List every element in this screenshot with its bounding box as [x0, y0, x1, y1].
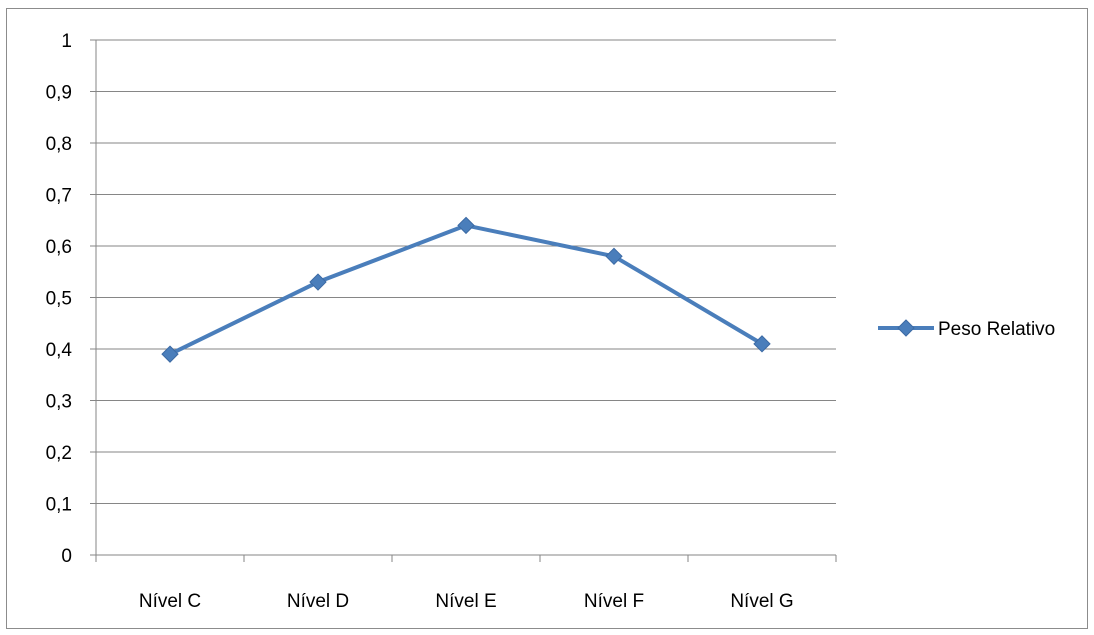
y-tick-label: 0,7: [46, 186, 72, 207]
series-layer: [161, 216, 771, 363]
x-tick-label: Nível G: [730, 591, 793, 612]
data-point: [161, 345, 179, 363]
legend: Peso Relativo: [878, 319, 1055, 340]
grid-lines: [96, 39, 836, 504]
data-point: [753, 335, 771, 353]
y-tick-label: 0,8: [46, 134, 72, 155]
x-tick-label: Nível E: [435, 591, 496, 612]
y-tick-label: 0: [61, 546, 72, 567]
series-line: [168, 223, 764, 357]
data-point: [605, 247, 623, 266]
y-tick-label: 0,2: [46, 443, 72, 464]
axes: [90, 39, 837, 562]
y-tick-label: 1: [61, 31, 72, 52]
x-axis-tick-labels: Nível C Nível D Nível E Nível F Nível G: [139, 591, 794, 612]
y-tick-label: 0,4: [46, 340, 73, 361]
x-tick-label: Nível F: [584, 591, 644, 612]
chart-frame: [6, 8, 1088, 629]
y-tick-label: 0,1: [46, 495, 72, 516]
legend-label: Peso Relativo: [938, 319, 1055, 340]
y-tick-label: 0,5: [46, 289, 72, 310]
y-axis-tick-labels: 0 0,1 0,2 0,3 0,4 0,5 0,6 0,7 0,8 0,9 1: [46, 31, 73, 567]
data-point: [457, 216, 475, 235]
legend-swatch-marker: [897, 319, 915, 337]
y-tick-label: 0,6: [46, 237, 72, 258]
data-point: [309, 273, 327, 291]
x-tick-label: Nível C: [139, 591, 201, 612]
y-tick-label: 0,9: [46, 83, 72, 104]
y-tick-label: 0,3: [46, 392, 72, 413]
x-tick-label: Nível D: [287, 591, 349, 612]
